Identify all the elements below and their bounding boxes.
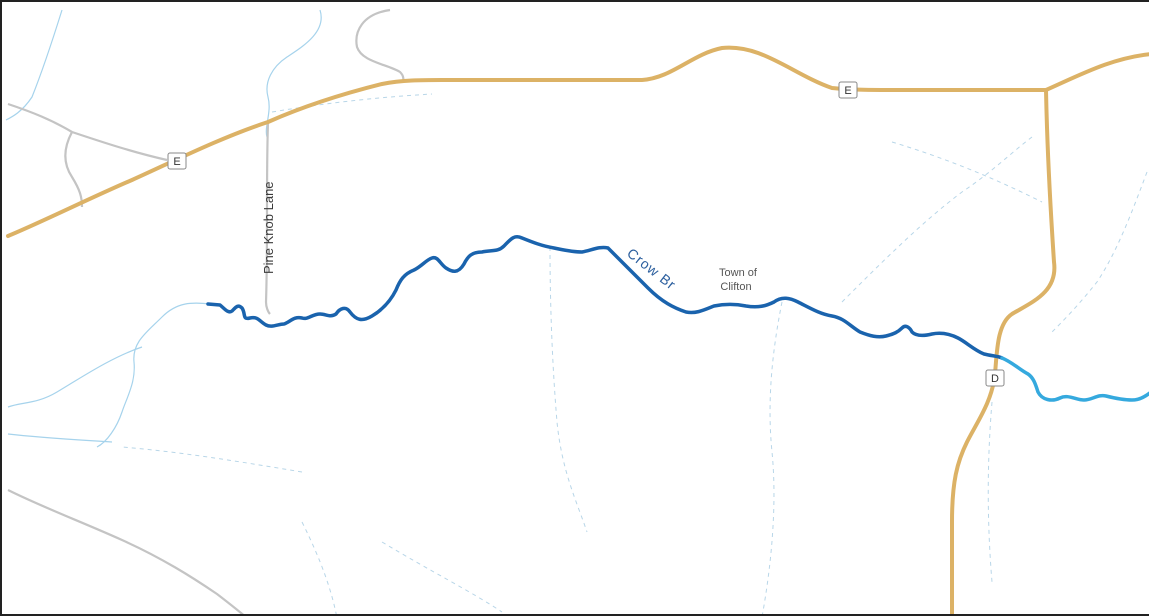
route-shield-e-west-label: E	[173, 156, 180, 168]
minor-road	[64, 131, 84, 208]
minor-stream	[7, 346, 143, 408]
secondary-stream	[1000, 356, 1149, 402]
highway-d	[950, 88, 1057, 614]
minor-roads	[7, 8, 405, 614]
minor-road	[355, 8, 405, 83]
trail	[121, 446, 303, 473]
minor-stream	[5, 9, 63, 121]
trail	[841, 136, 1033, 303]
minor-road	[264, 121, 271, 315]
trail	[987, 401, 993, 583]
route-shield-d[interactable]: D	[985, 369, 1005, 387]
highway-e	[6, 45, 1149, 238]
pine-knob-lane-label: Pine Knob Lane	[261, 181, 276, 274]
crow-br-stream	[206, 234, 1004, 360]
trails	[121, 93, 1148, 614]
town-label-line2: Clifton	[720, 281, 751, 293]
route-shield-d-label: D	[991, 373, 999, 385]
minor-stream	[7, 433, 113, 443]
minor-road	[7, 102, 168, 162]
minor-streams	[5, 9, 322, 448]
crow-br-label: Crow Br	[624, 245, 679, 293]
minor-stream	[265, 9, 322, 138]
route-shield-e-east-label: E	[844, 85, 851, 97]
trail	[549, 246, 588, 533]
town-label-line1: Town of	[719, 267, 758, 279]
route-shield-e-west[interactable]: E	[167, 152, 187, 170]
route-shield-e-east[interactable]: E	[838, 81, 858, 99]
trail	[1051, 171, 1148, 333]
trail	[762, 301, 783, 614]
minor-road	[7, 489, 244, 614]
highways	[6, 45, 1149, 614]
minor-stream	[96, 302, 211, 448]
trail	[381, 541, 503, 613]
trail	[891, 141, 1043, 203]
trail	[301, 521, 337, 614]
